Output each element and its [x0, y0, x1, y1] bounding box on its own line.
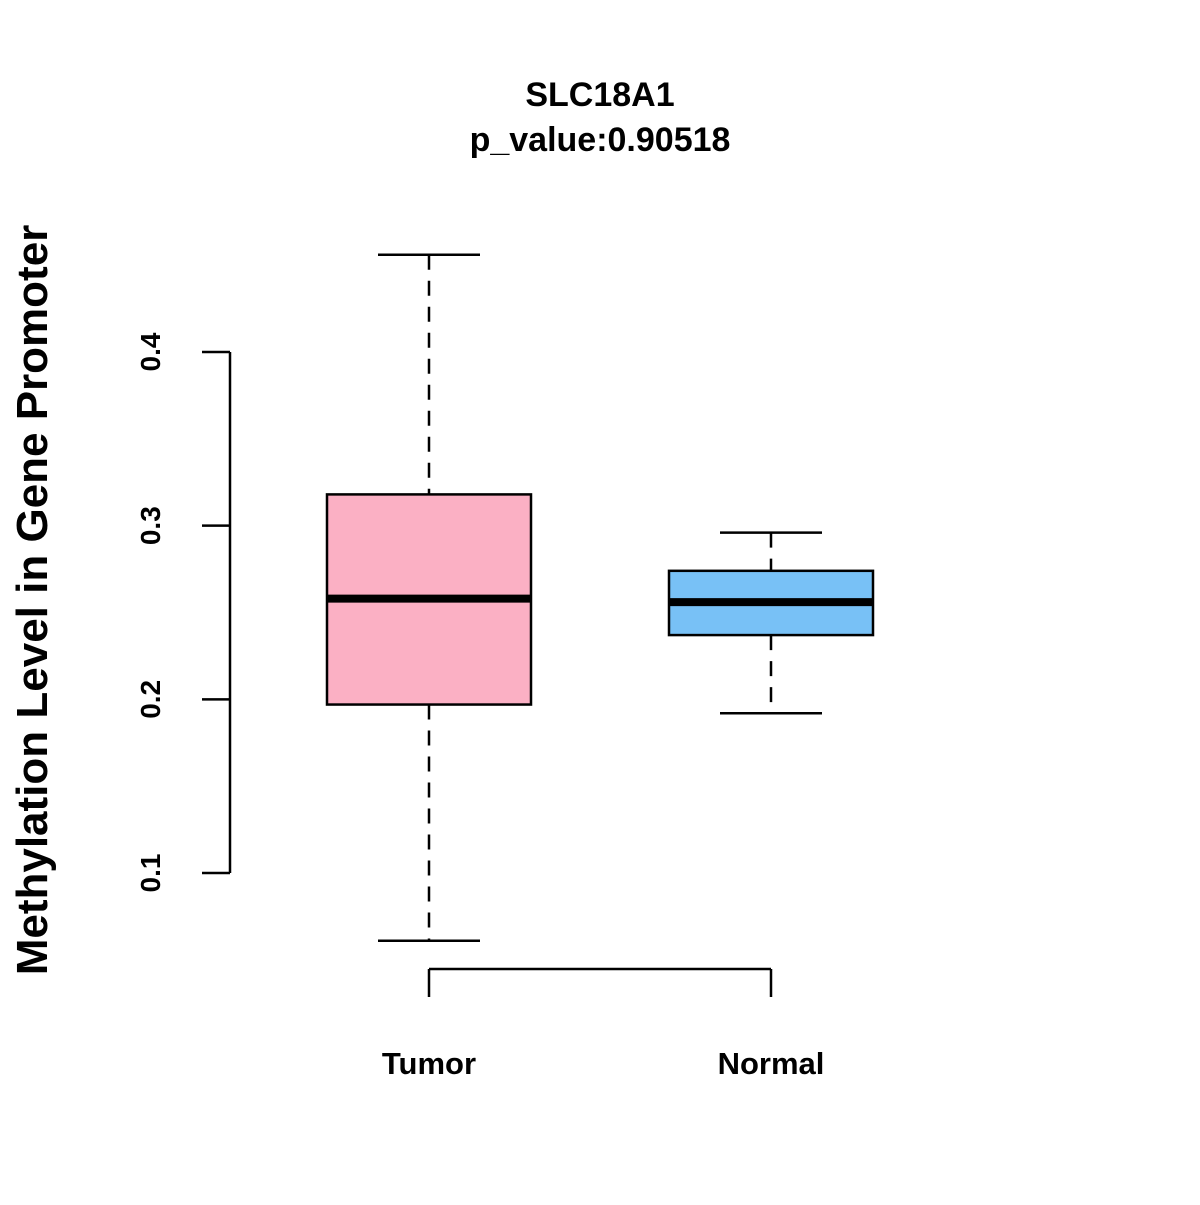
y-axis-label: Methylation Level in Gene Promoter — [8, 225, 57, 976]
x-axis: Tumor Normal — [382, 967, 825, 1081]
y-tick-label: 0.1 — [135, 854, 166, 893]
y-tick-label: 0.4 — [135, 332, 166, 371]
box-series — [325, 253, 875, 942]
chart-subtitle: p_value:0.90518 — [470, 121, 731, 159]
x-tick-label: Normal — [718, 1046, 825, 1081]
chart-title: SLC18A1 — [525, 76, 674, 114]
y-axis: 0.1 0.2 0.3 0.4 — [135, 332, 232, 893]
x-tick-label: Tumor — [382, 1046, 476, 1081]
y-tick-label: 0.3 — [135, 506, 166, 545]
y-tick-label: 0.2 — [135, 680, 166, 719]
box-tumor — [325, 253, 533, 942]
box-normal — [667, 531, 875, 715]
